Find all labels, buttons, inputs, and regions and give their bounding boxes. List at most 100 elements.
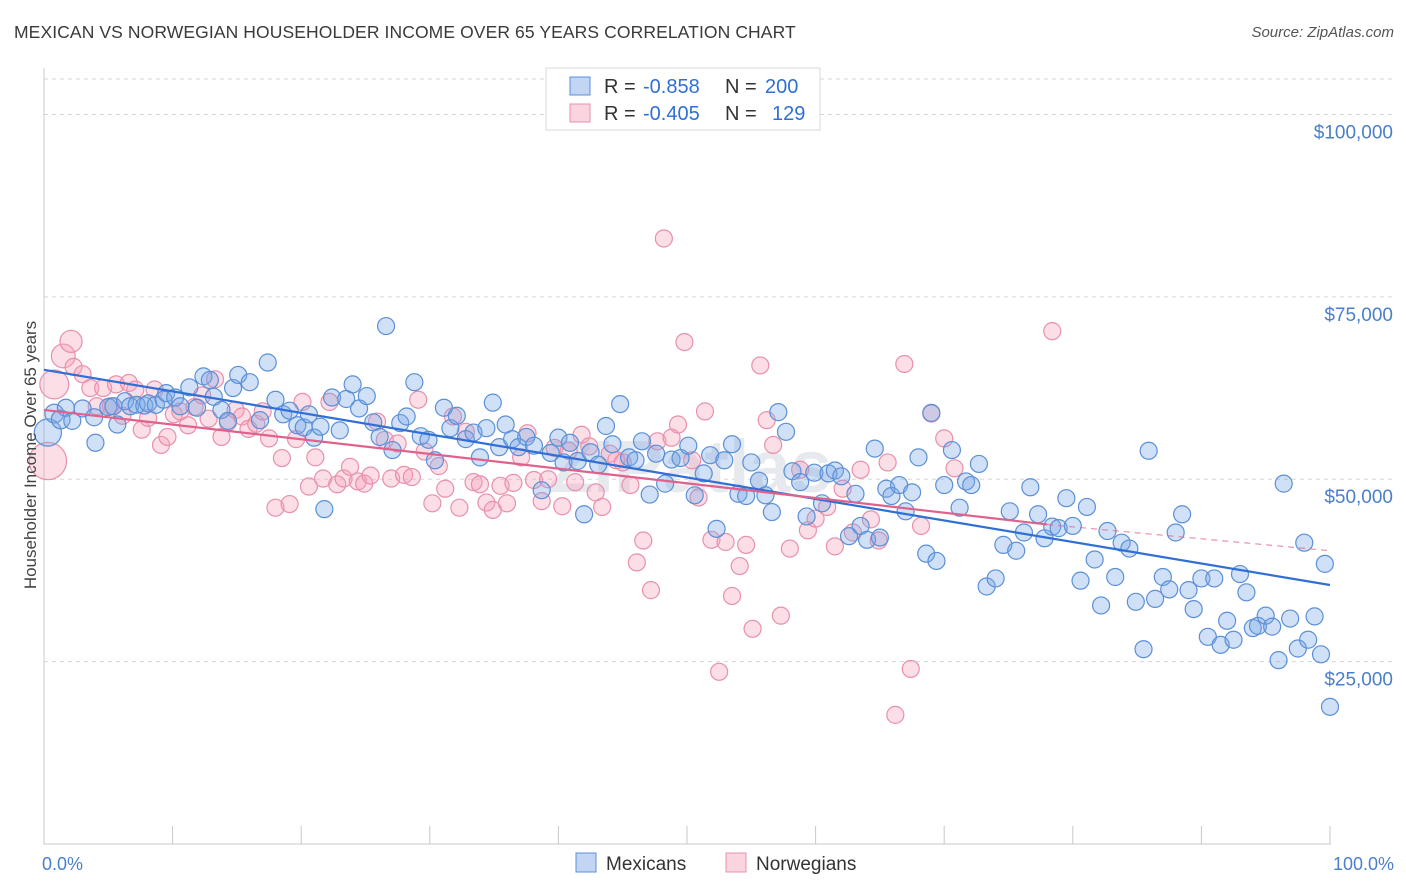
point-norwegians-69	[504, 473, 523, 492]
point-mexicans-120	[870, 528, 890, 547]
point-mexicans-2	[50, 409, 71, 430]
point-mexicans-128	[922, 403, 941, 422]
point-mexicans-135	[969, 454, 989, 474]
point-mexicans-178	[1263, 617, 1282, 636]
point-mexicans-92	[679, 436, 698, 455]
point-mexicans-82	[603, 435, 622, 454]
point-norwegians-118	[861, 510, 880, 529]
point-mexicans-172	[1224, 630, 1243, 649]
point-norwegians-104	[743, 619, 762, 638]
point-norwegians-45	[340, 457, 360, 476]
point-mexicans-156	[1120, 539, 1139, 558]
point-norwegians-59	[436, 479, 455, 498]
point-norwegians-39	[299, 477, 319, 496]
point-mexicans-97	[715, 451, 734, 470]
point-norwegians-105	[751, 356, 770, 375]
point-mexicans-127	[917, 544, 936, 563]
x-tick-labels: 0.0% 100.0%	[42, 854, 1394, 874]
point-mexicans-139	[1000, 502, 1019, 521]
point-mexicans-60	[447, 406, 466, 425]
legend-box: R = -0.858 N = 200 R = -0.405 N = 129	[545, 67, 821, 131]
y-tick-label-3: $100,000	[1314, 122, 1393, 143]
point-mexicans-150	[1077, 497, 1097, 517]
point-norwegians-93	[668, 415, 688, 434]
point-norwegians-36	[280, 494, 299, 514]
point-mexicans-130	[935, 475, 954, 495]
series-mexicans	[33, 316, 1340, 716]
point-mexicans-85	[626, 451, 645, 470]
point-norwegians-24	[199, 409, 218, 428]
point-mexicans-166	[1184, 599, 1203, 619]
point-mexicans-151	[1085, 550, 1104, 569]
point-mexicans-131	[942, 440, 962, 460]
point-norwegians-86	[621, 475, 640, 495]
point-mexicans-163	[1166, 523, 1185, 542]
point-mexicans-20	[171, 397, 190, 416]
point-mexicans-41	[315, 500, 334, 519]
point-mexicans-15	[139, 394, 158, 413]
legend-frame	[545, 67, 821, 131]
legend-r-value-norwegians: -0.405	[643, 103, 700, 125]
point-norwegians-101	[722, 586, 742, 606]
point-norwegians-74	[539, 470, 558, 489]
point-norwegians-114	[825, 537, 844, 556]
point-mexicans-32	[258, 353, 277, 372]
point-mexicans-13	[127, 395, 146, 414]
point-mexicans-181	[1281, 609, 1300, 628]
point-norwegians-72	[524, 470, 544, 490]
bottom-legend-swatch-norwegians	[725, 852, 747, 873]
point-mexicans-11	[115, 392, 135, 411]
point-mexicans-180	[1274, 474, 1293, 493]
point-mexicans-1	[44, 403, 65, 424]
legend-swatch-mexicans	[569, 76, 591, 96]
point-mexicans-52	[391, 413, 410, 433]
point-mexicans-88	[647, 444, 666, 463]
point-norwegians-94	[675, 332, 694, 352]
point-norwegians-33	[259, 429, 279, 448]
point-mexicans-167	[1192, 569, 1211, 588]
point-mexicans-185	[1305, 607, 1324, 626]
point-mexicans-158	[1134, 640, 1153, 659]
point-mexicans-110	[805, 463, 824, 482]
trend-lines	[43, 368, 1331, 587]
point-mexicans-154	[1106, 567, 1125, 587]
legend-n-value-mexicans: 200	[765, 76, 798, 98]
point-norwegians-3	[59, 329, 83, 354]
y-axis-title: Householder Income Over 65 years	[21, 321, 40, 589]
point-mexicans-40	[311, 417, 330, 436]
point-mexicans-140	[1007, 541, 1026, 560]
point-mexicans-24	[200, 370, 219, 390]
point-mexicans-105	[769, 403, 788, 422]
legend-r-label-mexicans: R =	[604, 76, 636, 98]
point-mexicans-157	[1126, 592, 1145, 611]
point-norwegians-40	[306, 448, 325, 467]
trend-line-mexicans	[43, 368, 1331, 587]
point-norwegians-87	[627, 553, 646, 572]
point-norwegians-48	[361, 466, 380, 485]
axes	[43, 68, 1331, 845]
point-mexicans-71	[524, 436, 544, 455]
point-mexicans-64	[477, 419, 496, 438]
point-mexicans-184	[1299, 630, 1318, 649]
point-mexicans-96	[707, 519, 726, 538]
point-mexicans-129	[927, 551, 946, 571]
point-mexicans-119	[865, 439, 884, 458]
point-norwegians-121	[886, 705, 905, 724]
point-norwegians-107	[764, 435, 783, 455]
point-norwegians-65	[477, 493, 496, 512]
point-norwegians-91	[654, 229, 673, 248]
point-norwegians-35	[272, 448, 292, 468]
point-mexicans-8	[99, 397, 118, 417]
point-mexicans-42	[322, 388, 342, 407]
point-mexicans-114	[832, 467, 851, 486]
point-mexicans-83	[611, 394, 630, 414]
point-mexicans-45	[343, 375, 362, 394]
legend-swatch-norwegians	[569, 103, 591, 123]
point-mexicans-10	[108, 415, 127, 434]
point-mexicans-169	[1205, 569, 1224, 588]
point-mexicans-116	[846, 484, 865, 503]
bottom-legend: Mexicans Norwegians	[575, 852, 856, 875]
point-norwegians-122	[895, 354, 914, 374]
point-mexicans-152	[1091, 596, 1111, 615]
